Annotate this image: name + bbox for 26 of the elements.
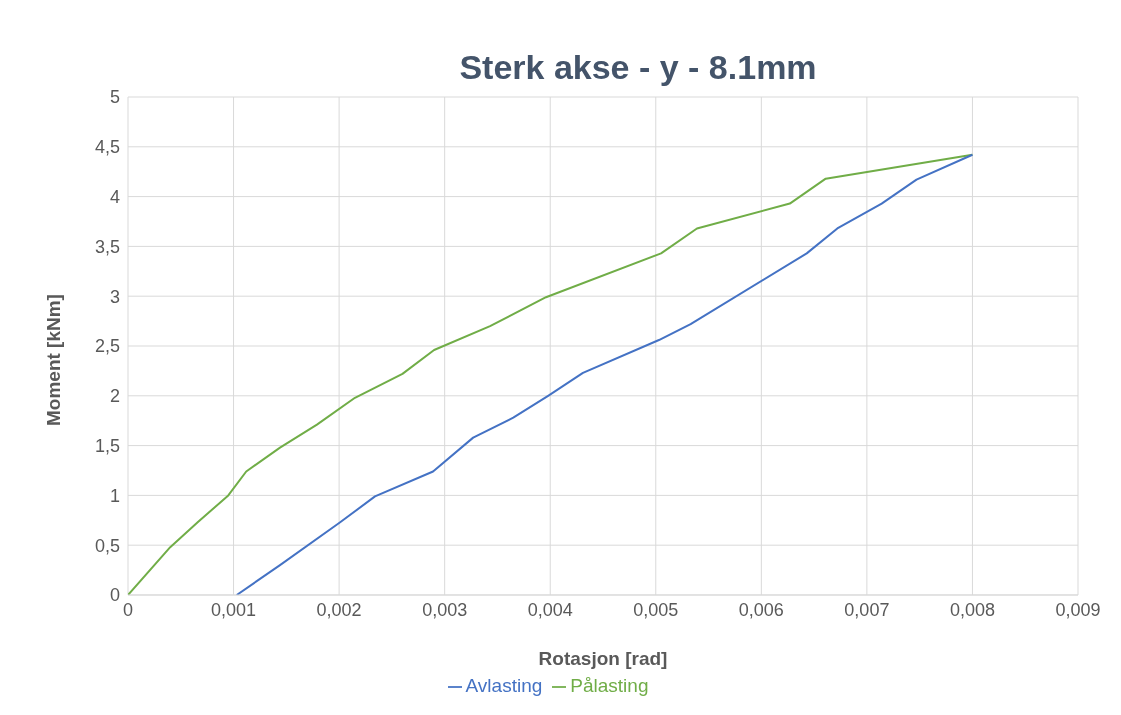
y-tick-label: 5: [109, 87, 120, 108]
x-tick-label: 0,004: [527, 599, 573, 620]
y-tick-label: 2,5: [94, 336, 120, 357]
x-tick-label: 0,009: [1055, 599, 1101, 620]
y-tick-label: 1,5: [94, 435, 120, 456]
y-tick-label: 3,5: [94, 236, 120, 257]
y-tick-label: 4,5: [94, 137, 120, 158]
x-tick-label: 0,007: [844, 599, 890, 620]
legend-label: Pålasting: [570, 675, 649, 696]
y-tick-label: 0: [109, 585, 120, 606]
x-tick-label: 0,001: [211, 599, 257, 620]
legend-label: Avlasting: [465, 675, 543, 696]
y-tick-label: 4: [109, 186, 120, 207]
x-tick-label: 0,002: [316, 599, 362, 620]
x-tick-label: 0,005: [633, 599, 679, 620]
x-tick-label: 0,008: [949, 599, 995, 620]
x-tick-label: 0,006: [738, 599, 784, 620]
y-axis-title: Moment [kNm]: [42, 294, 64, 426]
y-tick-label: 0,5: [94, 535, 120, 556]
y-tick-label: 3: [109, 286, 120, 307]
chart-title: Sterk akse - y - 8.1mm: [458, 47, 818, 87]
y-tick-label: 1: [109, 485, 120, 506]
y-tick-label: 2: [109, 386, 120, 407]
x-axis-title: Rotasjon [rad]: [538, 648, 668, 669]
x-tick-label: 0,003: [422, 599, 468, 620]
x-tick-label: 0: [122, 599, 134, 620]
